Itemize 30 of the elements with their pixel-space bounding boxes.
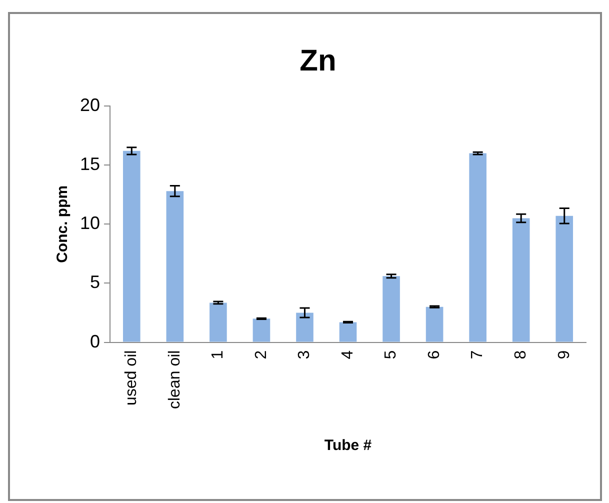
- bar: [382, 276, 400, 342]
- bar: [123, 150, 140, 342]
- x-tick-label: 9: [556, 350, 573, 360]
- y-tick-label: 10: [80, 213, 100, 234]
- bar: [426, 306, 444, 342]
- x-tick-label: 3: [296, 350, 314, 360]
- bar: [469, 153, 486, 342]
- bar: [166, 191, 184, 342]
- x-tick-label: 7: [469, 350, 486, 360]
- y-tick-label: 15: [80, 154, 100, 174]
- x-tick-label: 4: [339, 350, 356, 360]
- x-axis-title: Tube #: [324, 437, 372, 454]
- x-tick-label: 8: [512, 350, 530, 360]
- bar: [339, 322, 357, 342]
- x-tick-label: 1: [210, 350, 227, 360]
- y-tick-label: 5: [90, 272, 100, 292]
- chart-title: Zn: [300, 44, 336, 78]
- x-tick-label: 5: [382, 350, 400, 360]
- x-tick-label: used oil: [123, 350, 140, 406]
- y-tick-label: 20: [80, 94, 100, 115]
- x-tick-label: 6: [426, 350, 443, 360]
- bar: [556, 216, 574, 342]
- y-tick-label: 0: [90, 331, 100, 352]
- bar: [512, 218, 530, 342]
- bar: [252, 318, 270, 342]
- y-axis-title: Conc. ppm: [54, 185, 72, 263]
- bar: [210, 302, 227, 342]
- x-tick-label: clean oil: [166, 350, 184, 409]
- x-tick-label: 2: [252, 350, 270, 360]
- bar: [296, 312, 314, 342]
